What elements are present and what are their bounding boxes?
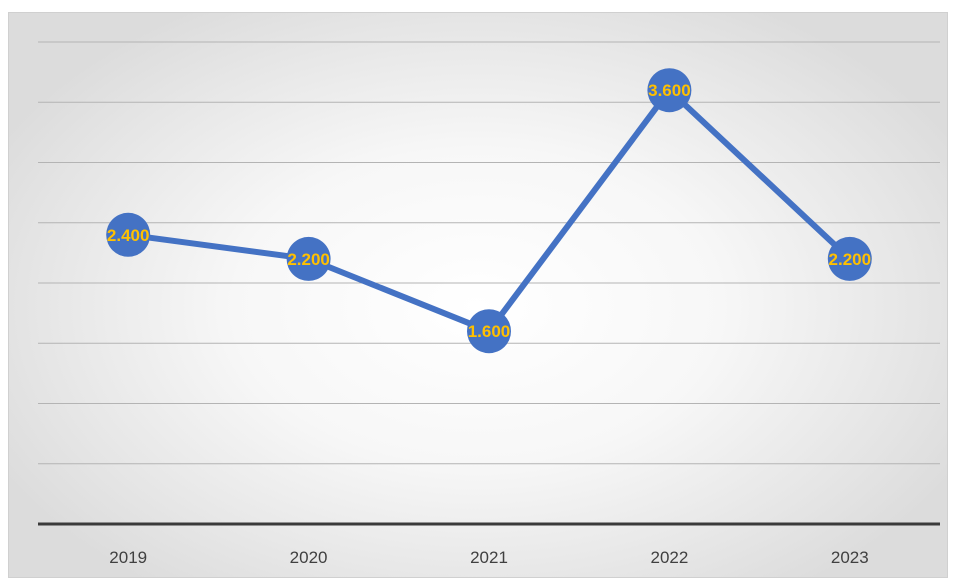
gridlines [38,41,940,465]
data-point-marker [286,236,331,281]
data-label: 1.600 [468,322,511,341]
data-label: 2.200 [829,250,872,269]
data-point-marker [647,68,692,113]
x-axis-tick-labels: 2019 2020 2021 2022 2023 [109,548,868,567]
x-tick-label: 2019 [109,548,147,567]
x-tick-label: 2023 [831,548,869,567]
data-label: 3.600 [648,81,691,100]
data-labels: 2.400 2.200 1.600 3.600 2.200 [107,81,871,341]
chart-area [8,12,948,578]
data-point-marker [827,236,872,281]
data-label: 2.200 [287,250,330,269]
x-tick-label: 2021 [470,548,508,567]
data-point-marker [106,212,151,257]
data-point-marker [467,309,511,354]
data-markers [106,68,872,354]
x-tick-label: 2022 [650,548,688,567]
x-tick-label: 2020 [290,548,328,567]
data-label: 2.400 [107,226,150,245]
series-line [125,87,853,335]
